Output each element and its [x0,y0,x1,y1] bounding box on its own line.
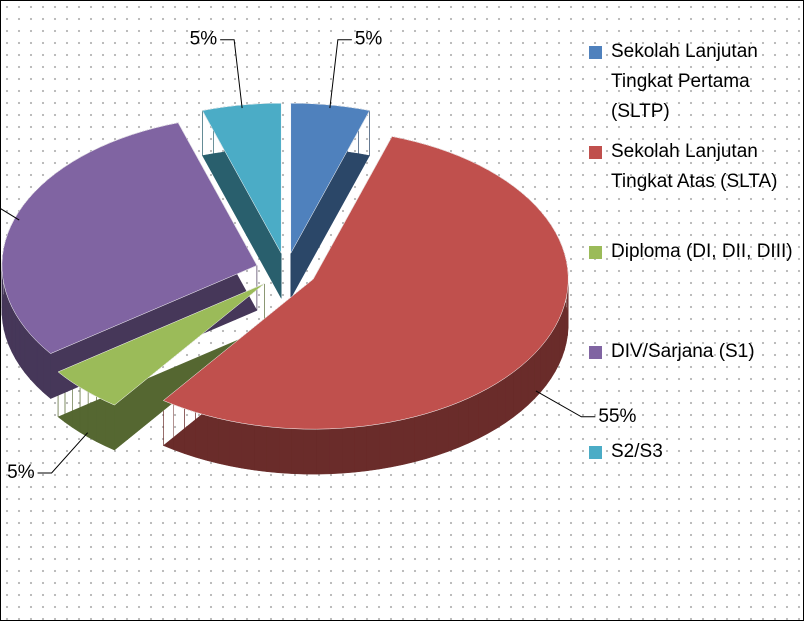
data-label: 5% [7,462,35,483]
data-label: 5% [190,29,218,50]
legend-swatch [589,146,602,159]
legend-label: Sekolah Lanjutan Tingkat Atas (SLTA) [611,141,778,192]
legend-item: DIV/Sarjana (S1) [589,337,799,437]
legend-label: DIV/Sarjana (S1) [611,341,755,362]
legend-item: S2/S3 [589,437,799,537]
leader-line [535,390,596,418]
legend-label: S2/S3 [611,441,663,462]
legend-label: Sekolah Lanjutan Tingkat Pertama (SLTP) [611,41,758,122]
leader-line [220,39,243,109]
slice [162,136,569,430]
data-label: 55% [598,406,636,427]
legend-label: Diploma (DI, DII, DIII) [611,241,793,262]
legend-item: Sekolah Lanjutan Tingkat Atas (SLTA) [589,137,799,237]
legend-item: Sekolah Lanjutan Tingkat Pertama (SLTP) [589,37,799,137]
legend-item: Diploma (DI, DII, DIII) [589,237,799,337]
slice [1,122,258,354]
leader-line [329,39,352,109]
legend-swatch [589,46,602,59]
legend-swatch [589,246,602,259]
leader-line [1,208,20,221]
leader-line [37,432,89,474]
slice [57,283,265,406]
data-label: 5% [355,29,383,50]
legend-swatch [589,446,602,459]
legend: Sekolah Lanjutan Tingkat Pertama (SLTP) S… [589,37,799,537]
legend-swatch [589,346,602,359]
